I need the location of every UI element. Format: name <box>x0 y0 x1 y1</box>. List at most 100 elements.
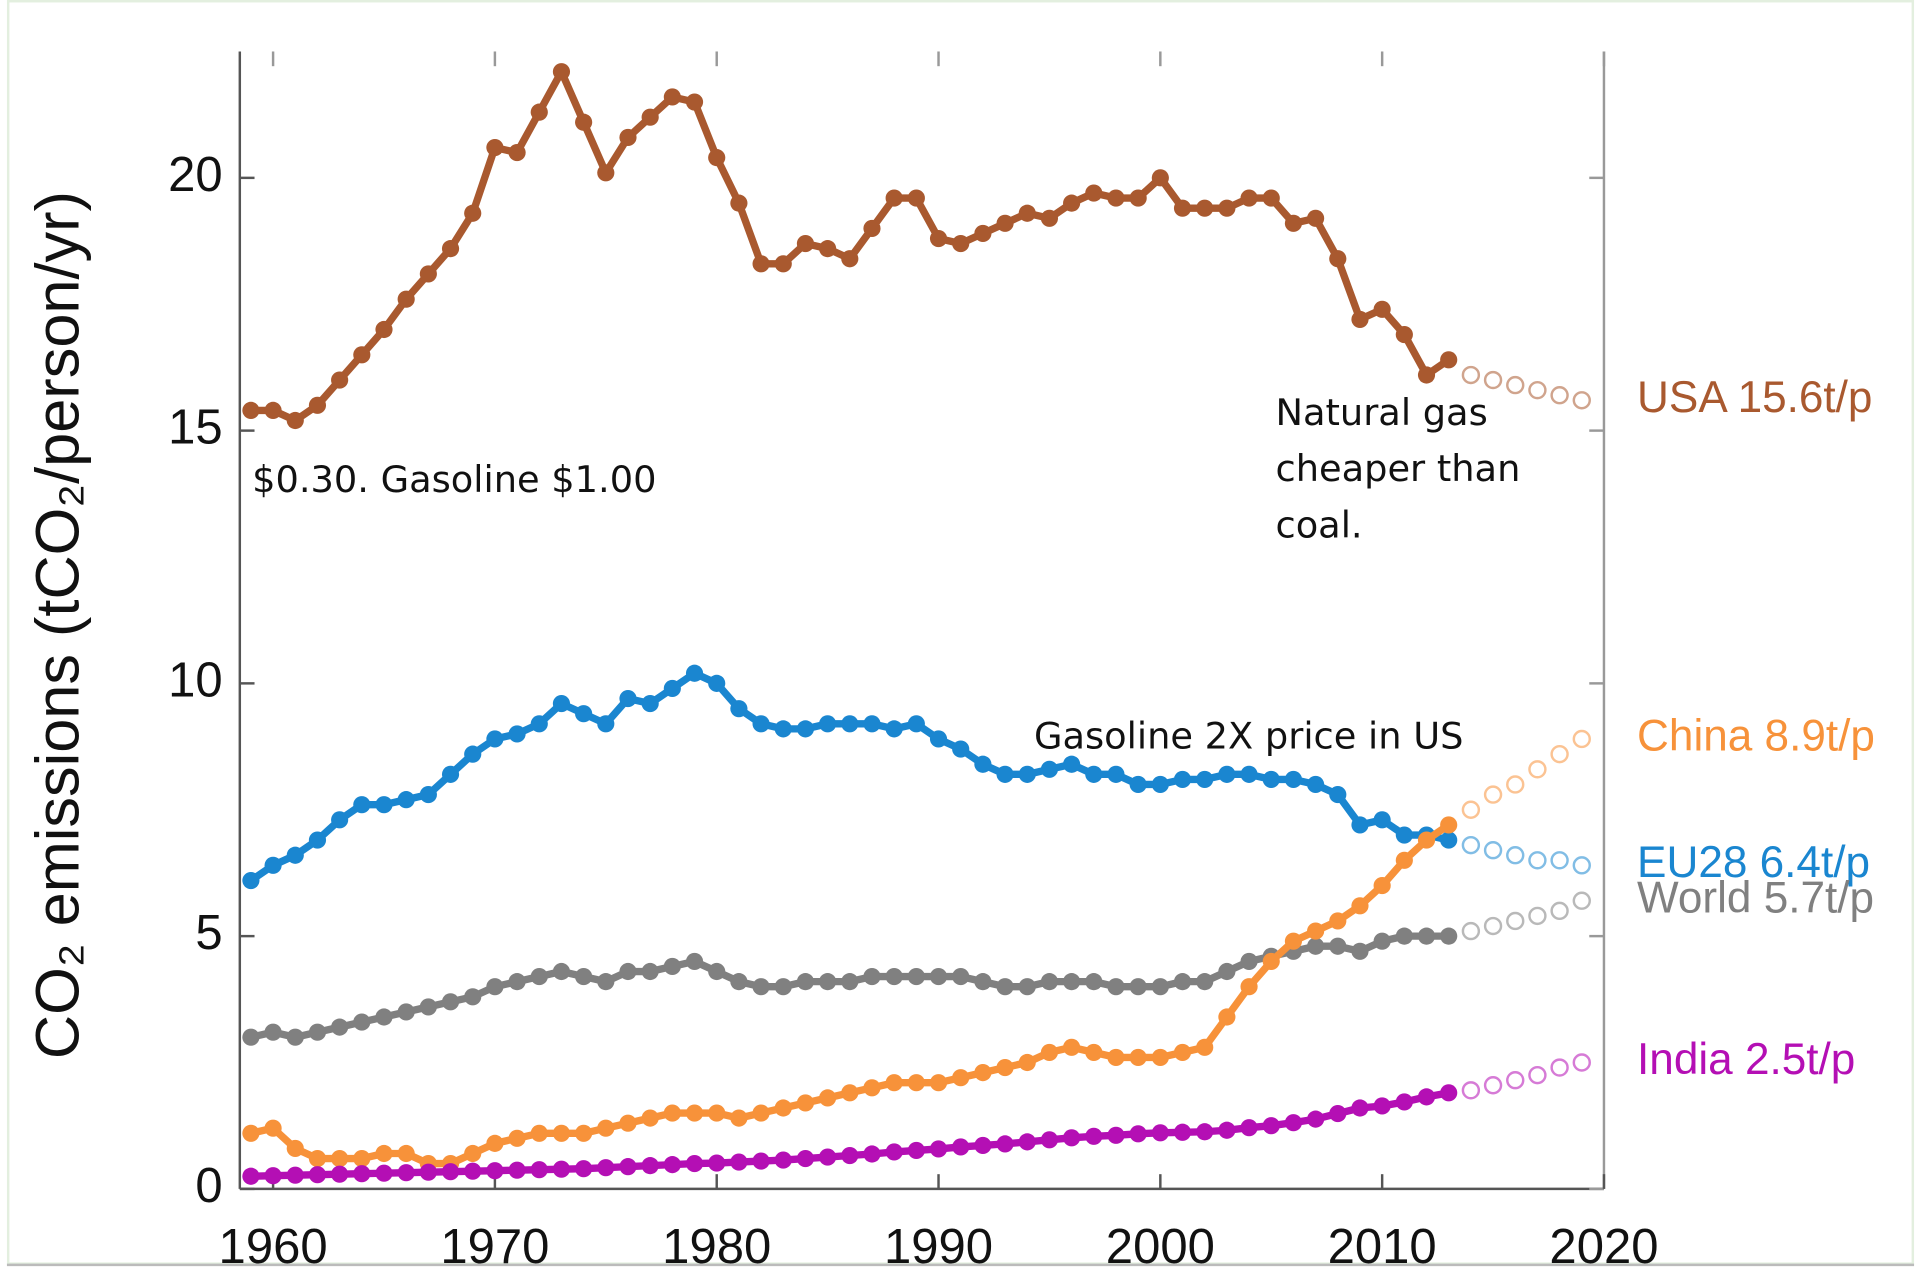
data-point <box>685 1104 704 1122</box>
data-point <box>419 265 437 283</box>
projection-point <box>1506 775 1525 794</box>
projection-point <box>1461 921 1481 941</box>
projection-point <box>1506 846 1525 865</box>
data-point <box>796 1149 815 1168</box>
data-point <box>996 978 1014 996</box>
data-point <box>353 1165 371 1183</box>
data-point <box>308 396 327 414</box>
data-point <box>1373 300 1391 318</box>
series-label: EU28 6.4t/p <box>1637 838 1870 887</box>
data-point <box>685 952 704 970</box>
data-point <box>441 240 460 258</box>
data-point <box>774 978 792 996</box>
series-label: China 8.9t/p <box>1637 712 1875 761</box>
data-point <box>1129 189 1147 207</box>
series-label: World 5.7t/p <box>1637 873 1874 922</box>
data-point <box>1351 816 1369 834</box>
data-point <box>331 371 349 389</box>
data-point <box>1085 184 1103 202</box>
data-point <box>1307 775 1325 794</box>
projection-point <box>1550 744 1569 764</box>
data-point <box>752 978 770 996</box>
data-point <box>486 1134 504 1152</box>
data-point <box>1085 973 1103 991</box>
data-point <box>1240 978 1258 996</box>
projection-point <box>1528 906 1547 926</box>
data-point <box>1218 962 1236 981</box>
data-point <box>863 219 881 237</box>
data-point <box>1151 775 1169 794</box>
data-point <box>1018 978 1036 996</box>
data-point <box>641 962 659 981</box>
data-point <box>1329 1104 1347 1123</box>
data-point <box>1151 978 1169 996</box>
projection-point <box>1506 375 1525 395</box>
data-point <box>663 679 681 698</box>
data-point <box>663 1104 681 1122</box>
data-point <box>1218 1008 1236 1026</box>
data-point <box>663 1156 681 1174</box>
data-point <box>397 1003 415 1021</box>
data-point <box>663 88 681 106</box>
data-point <box>375 1164 393 1182</box>
x-tick-label: 1980 <box>662 1220 771 1271</box>
projection-point <box>1483 785 1503 804</box>
data-point <box>1373 811 1391 829</box>
data-point <box>1018 204 1036 222</box>
data-point <box>242 1167 260 1185</box>
series-label: India 2.5t/p <box>1637 1035 1855 1084</box>
data-point <box>885 967 903 986</box>
projection-point <box>1506 911 1525 931</box>
data-point <box>1107 765 1125 783</box>
projection-point <box>1572 891 1591 910</box>
data-point <box>952 967 970 986</box>
projection-point <box>1461 1081 1481 1100</box>
data-point <box>530 967 548 986</box>
data-point <box>331 1018 349 1036</box>
data-point <box>774 720 792 738</box>
data-point <box>1262 189 1280 207</box>
data-point <box>1417 366 1436 384</box>
data-point <box>685 1155 704 1173</box>
data-point <box>1440 831 1458 849</box>
data-point <box>863 967 881 986</box>
data-point <box>242 1124 260 1142</box>
data-point <box>929 1140 948 1158</box>
data-point <box>641 108 659 126</box>
data-point <box>397 1164 415 1182</box>
data-point <box>907 189 925 207</box>
data-point <box>530 1124 548 1142</box>
data-point <box>796 234 815 253</box>
data-point <box>1040 1131 1059 1149</box>
data-point <box>1395 826 1413 844</box>
data-point <box>1107 189 1125 207</box>
data-point <box>841 715 859 733</box>
data-point <box>1107 978 1125 996</box>
data-point <box>819 973 837 991</box>
data-point <box>1395 1093 1413 1111</box>
data-point <box>508 725 526 743</box>
data-point <box>1173 1123 1192 1141</box>
data-point <box>1307 922 1325 940</box>
data-point <box>730 1109 748 1127</box>
data-point <box>819 715 837 733</box>
data-point <box>375 796 393 814</box>
data-point <box>397 290 415 308</box>
data-point <box>1373 1097 1391 1115</box>
data-point <box>619 1114 637 1132</box>
projection-point <box>1461 365 1481 385</box>
data-point <box>1151 1048 1169 1067</box>
data-point <box>996 214 1014 232</box>
data-point <box>1329 912 1347 930</box>
data-point <box>619 1158 637 1176</box>
data-point <box>641 695 659 713</box>
data-point <box>796 973 815 991</box>
data-point <box>486 1162 504 1180</box>
data-point <box>353 346 371 364</box>
data-point <box>1262 952 1280 970</box>
y-tick-label: 0 <box>195 1159 222 1213</box>
data-point <box>841 1084 859 1102</box>
data-point <box>508 1129 526 1147</box>
data-point <box>597 715 615 733</box>
